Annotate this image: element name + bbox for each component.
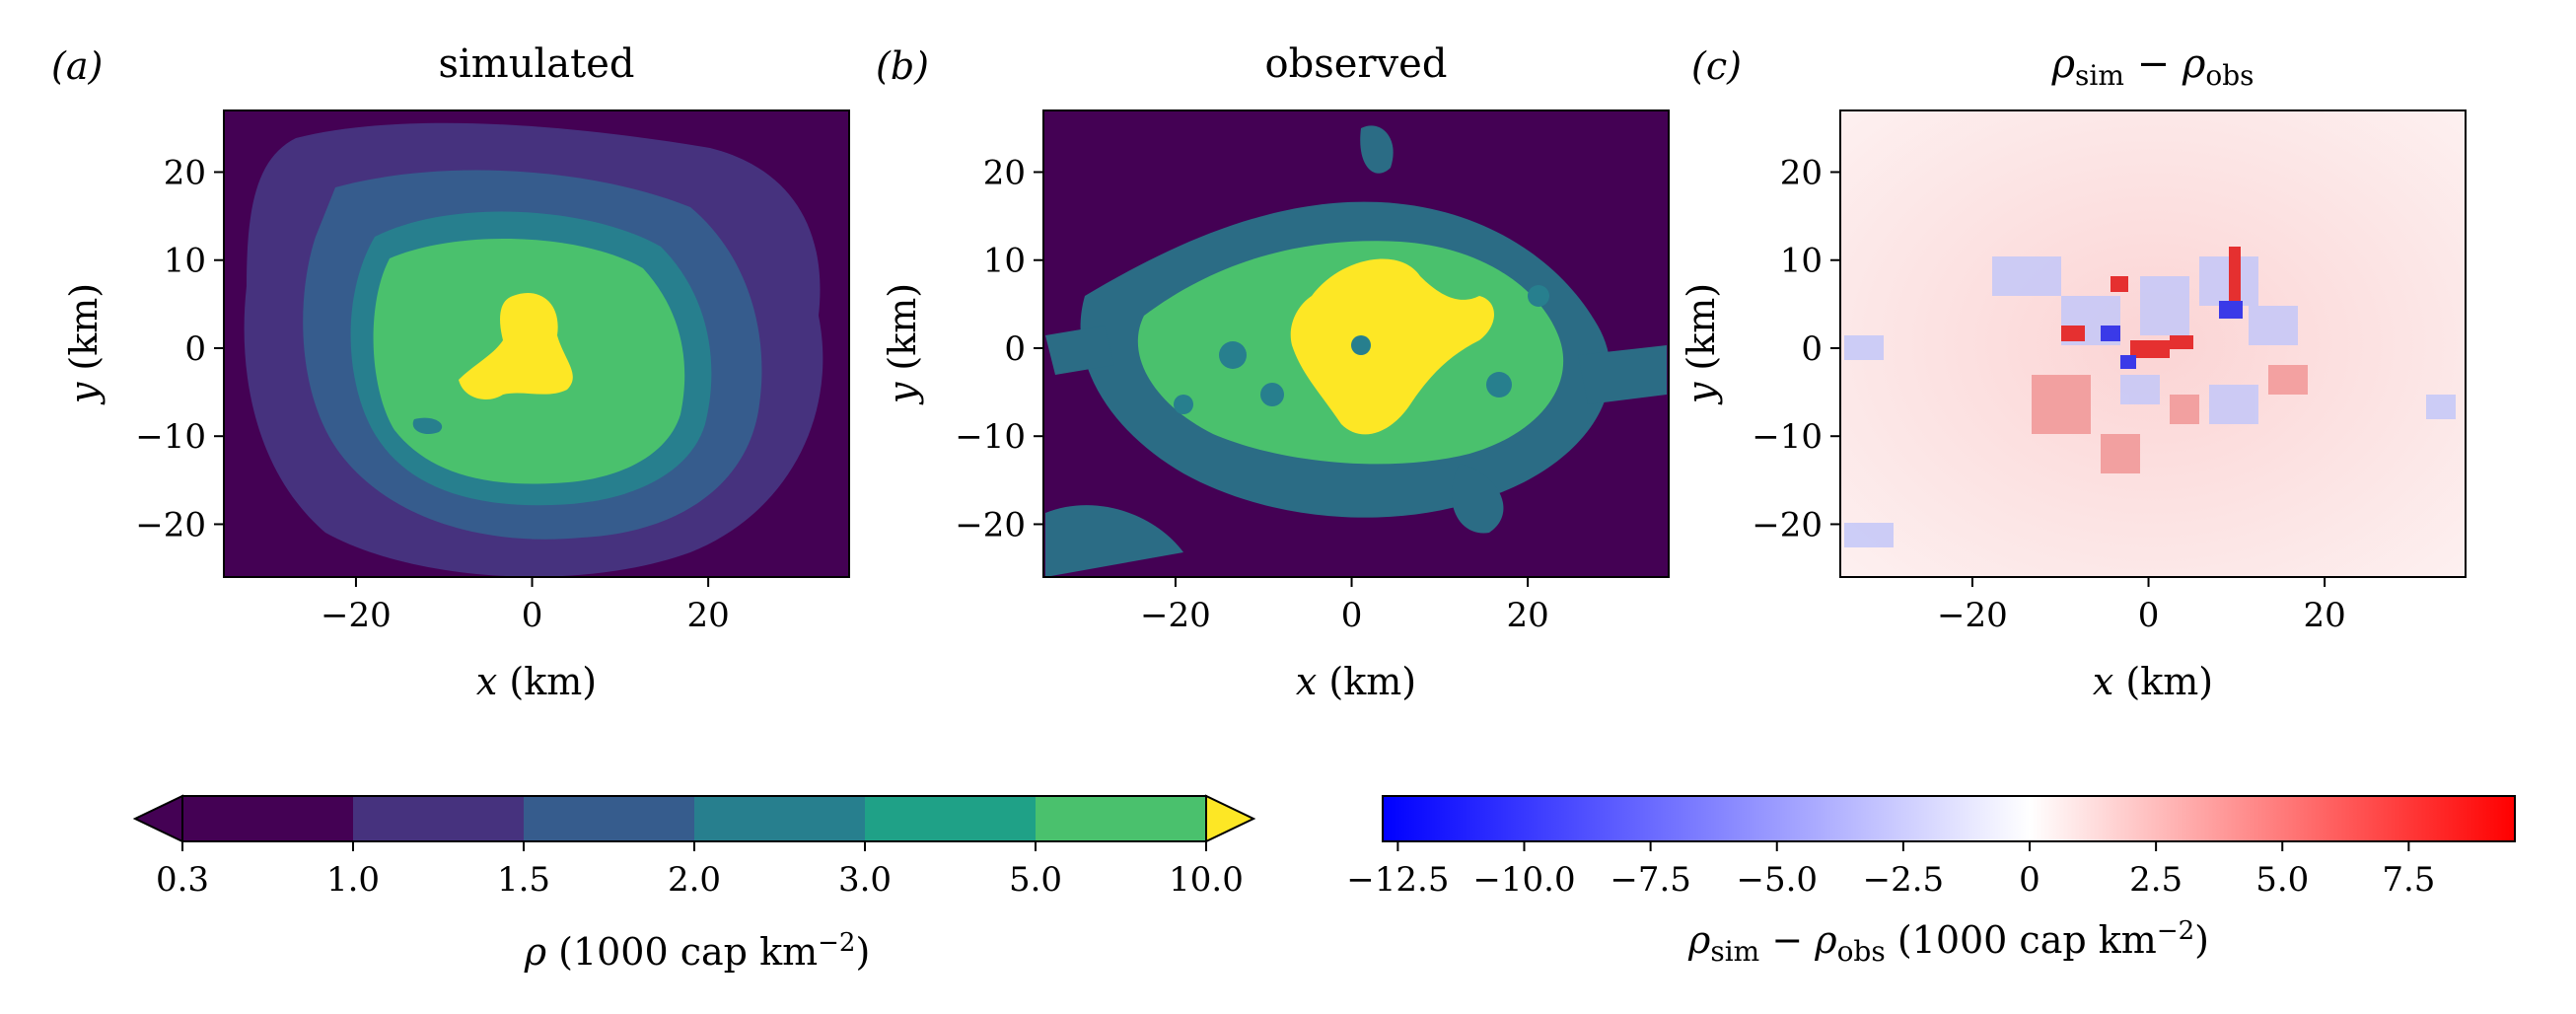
y-tick-label-b: 0 [1004, 329, 1026, 369]
colorbar-density-tick-label: 1.0 [326, 860, 380, 900]
colorbar-diff-tick-label: −2.5 [1863, 860, 1945, 900]
y-tick-label-c: 20 [1780, 153, 1823, 192]
colorbar-density: 0.3 1.0 1.5 2.0 3.0 5.0 10.0 [132, 794, 1256, 900]
colorbar-diff-label: ρsim − ρobs (1000 cap km−2) [1687, 916, 2209, 968]
colorbar-density-segment [353, 796, 524, 841]
colorbar-density-tick-label: 5.0 [1009, 860, 1062, 900]
x-tick-label-b: −20 [1140, 596, 1211, 635]
colorbar-density-tick-label: 0.3 [156, 860, 209, 900]
y-axis-label-b: y (km) [881, 283, 924, 405]
colorbar-diff-tick-label: 0 [2019, 860, 2040, 900]
colorbar-density-under-arrow [132, 794, 183, 843]
y-tick-label-b: 20 [983, 153, 1026, 192]
colorbar-density-segment [182, 796, 353, 841]
x-tick-label-a: 0 [522, 596, 543, 635]
colorbar-density-tick-label: 3.0 [838, 860, 892, 900]
y-tick-label-a: −20 [135, 505, 206, 544]
colorbar-diff-tick-label: 5.0 [2255, 860, 2309, 900]
panel-title-c: ρsim − ρobs [2050, 41, 2254, 92]
y-tick-label-a: 10 [164, 242, 206, 281]
x-axis-label-b: x (km) [1296, 660, 1416, 703]
y-tick-label-c: 10 [1780, 242, 1823, 281]
x-tick-label-c: 0 [2138, 596, 2160, 635]
y-axis-label-c: y (km) [1680, 283, 1723, 405]
y-tick-label-b: 10 [983, 242, 1026, 281]
x-tick-label-a: −20 [321, 596, 392, 635]
y-tick-label-c: −10 [1752, 417, 1823, 457]
colorbar-density-segment [865, 796, 1036, 841]
y-tick-label-c: 0 [1801, 329, 1823, 369]
colorbar-diff-tick-label: 2.5 [2129, 860, 2182, 900]
axes-frame-a [223, 109, 850, 578]
x-tick-label-c: 20 [2303, 596, 2345, 635]
colorbar-diff-tick-label: −12.5 [1346, 860, 1449, 900]
heatmap-simulated [224, 110, 849, 577]
y-tick-label-a: 20 [164, 153, 206, 192]
y-tick-label-a: −10 [135, 417, 206, 457]
colorbar-diff-tick-label: 7.5 [2382, 860, 2435, 900]
heatmap-observed [1043, 110, 1669, 577]
colorbar-diff-ticks: −12.5 −10.0 −7.5 −5.0 −2.5 0 2.5 5.0 7.5 [1346, 841, 2435, 900]
panel-label-c: (c) [1691, 44, 1742, 88]
axis-ticks-c: −20 0 20 −20 −10 0 10 20 [1752, 153, 2346, 635]
colorbar-density-label: ρ (1000 cap km−2) [524, 928, 871, 974]
panel-title-b: observed [1265, 41, 1448, 87]
colorbar-density-tick-label: 10.0 [1169, 860, 1244, 900]
axes-frame-b [1042, 109, 1670, 578]
x-axis-label-c: x (km) [2093, 660, 2213, 703]
x-tick-label-b: 0 [1341, 596, 1363, 635]
y-tick-label-a: 0 [184, 329, 206, 369]
y-tick-label-b: −10 [955, 417, 1026, 457]
colorbar-diff-tick-label: −5.0 [1736, 860, 1818, 900]
panel-title-a: simulated [438, 41, 634, 87]
x-tick-label-a: 20 [686, 596, 729, 635]
panel-label-a: (a) [51, 44, 103, 88]
colorbar-density-tick-label: 1.5 [497, 860, 550, 900]
x-tick-label-b: 20 [1506, 596, 1548, 635]
heatmap-difference [1840, 110, 2466, 577]
colorbar-density-tick-label: 2.0 [668, 860, 721, 900]
colorbar-density-segment [524, 796, 694, 841]
colorbar-diff-tick-label: −10.0 [1472, 860, 1575, 900]
axes-frame-c [1839, 109, 2467, 578]
y-axis-label-a: y (km) [62, 283, 106, 405]
x-tick-label-c: −20 [1937, 596, 2008, 635]
y-tick-label-b: −20 [955, 505, 1026, 544]
panel-label-b: (b) [876, 44, 929, 88]
colorbar-density-over-arrow [1205, 794, 1256, 843]
colorbar-density-segment [1036, 796, 1206, 841]
colorbar-density-segment [694, 796, 865, 841]
x-axis-label-a: x (km) [476, 660, 597, 703]
colorbar-diff-gradient [1382, 795, 2516, 842]
colorbar-diff-tick-label: −7.5 [1610, 860, 1691, 900]
axis-ticks-b: −20 0 20 −20 −10 0 10 20 [955, 153, 1549, 635]
y-tick-label-c: −20 [1752, 505, 1823, 544]
axis-ticks-a: −20 0 20 −20 −10 0 10 20 [135, 153, 730, 635]
